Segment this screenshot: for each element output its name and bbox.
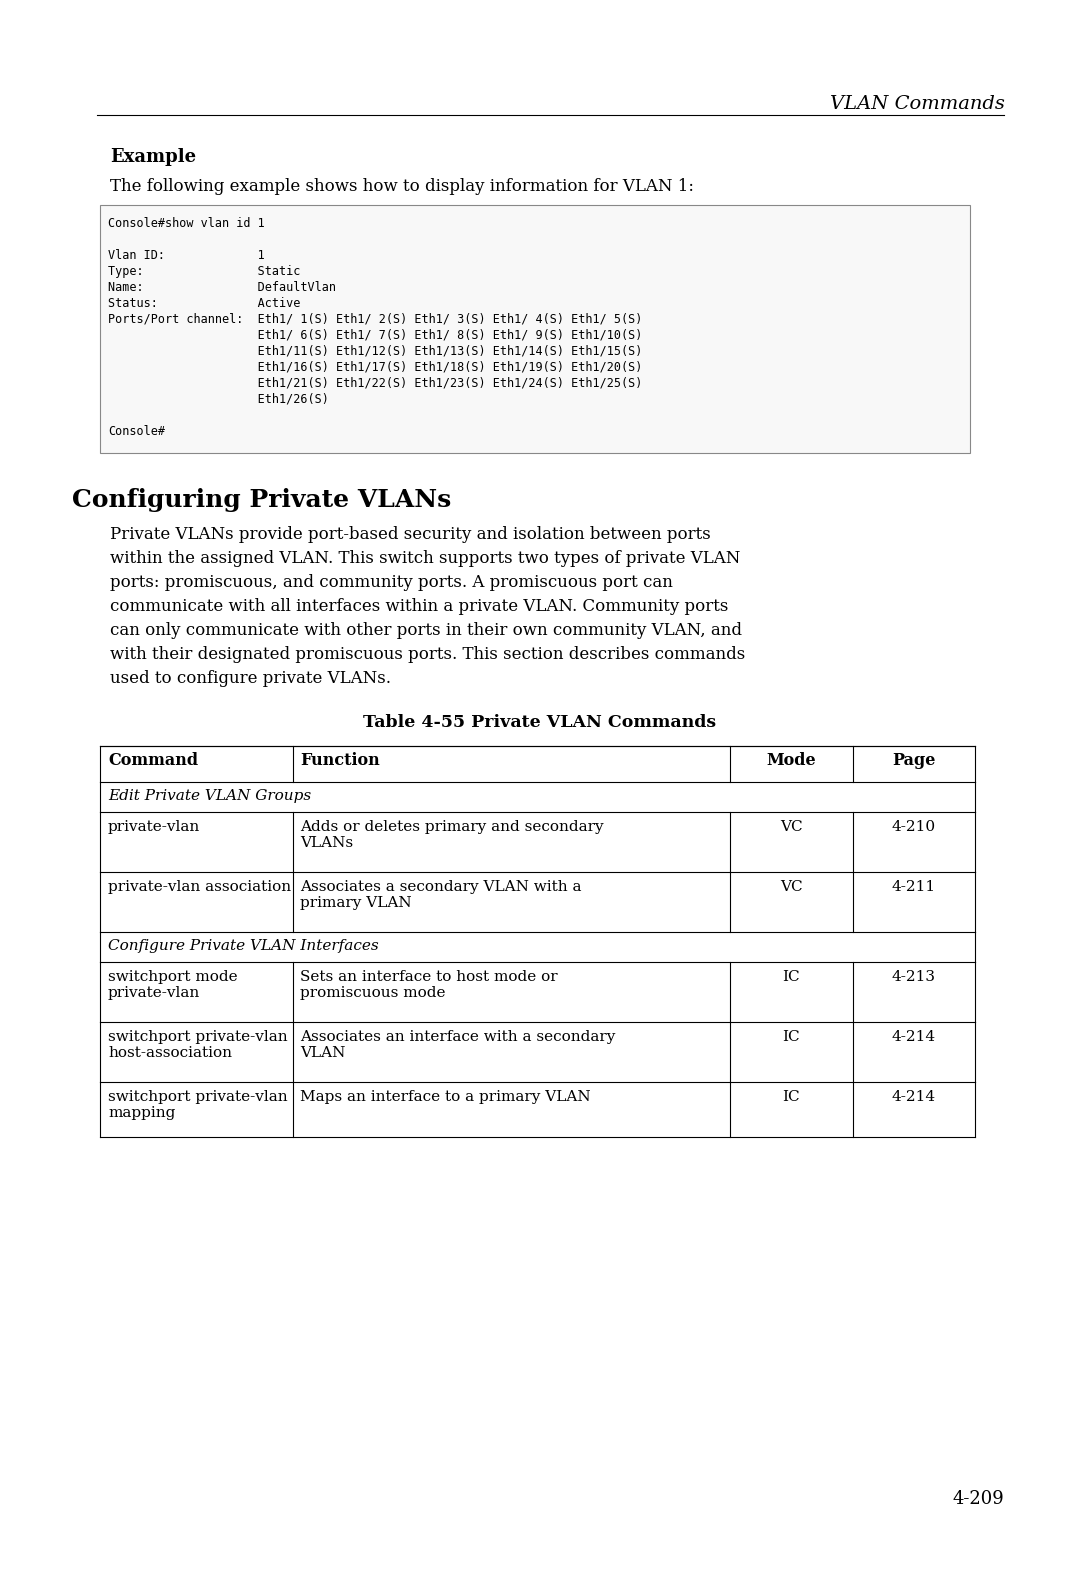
Text: Associates a secondary VLAN with a
primary VLAN: Associates a secondary VLAN with a prima… — [300, 881, 582, 911]
Text: Eth1/11(S) Eth1/12(S) Eth1/13(S) Eth1/14(S) Eth1/15(S): Eth1/11(S) Eth1/12(S) Eth1/13(S) Eth1/14… — [108, 345, 643, 358]
Text: VC: VC — [780, 881, 802, 893]
Text: private-vlan association: private-vlan association — [108, 881, 292, 893]
Text: Eth1/16(S) Eth1/17(S) Eth1/18(S) Eth1/19(S) Eth1/20(S): Eth1/16(S) Eth1/17(S) Eth1/18(S) Eth1/19… — [108, 361, 643, 374]
Text: VC: VC — [780, 820, 802, 834]
Text: used to configure private VLANs.: used to configure private VLANs. — [110, 670, 391, 688]
Text: with their designated promiscuous ports. This section describes commands: with their designated promiscuous ports.… — [110, 645, 745, 663]
Text: Ports/Port channel:  Eth1/ 1(S) Eth1/ 2(S) Eth1/ 3(S) Eth1/ 4(S) Eth1/ 5(S): Ports/Port channel: Eth1/ 1(S) Eth1/ 2(S… — [108, 312, 643, 327]
Text: Command: Command — [108, 752, 198, 769]
Text: Sets an interface to host mode or
promiscuous mode: Sets an interface to host mode or promis… — [300, 970, 558, 1000]
Text: VLAN Commands: VLAN Commands — [829, 96, 1004, 113]
Text: Console#show vlan id 1: Console#show vlan id 1 — [108, 217, 265, 229]
Text: Function: Function — [300, 752, 380, 769]
Text: Console#: Console# — [108, 425, 165, 438]
Text: switchport private-vlan
host-association: switchport private-vlan host-association — [108, 1030, 287, 1060]
FancyBboxPatch shape — [100, 206, 970, 454]
Text: Type:                Static: Type: Static — [108, 265, 300, 278]
Text: Configure Private VLAN Interfaces: Configure Private VLAN Interfaces — [108, 939, 379, 953]
Text: IC: IC — [782, 970, 800, 984]
Text: Eth1/26(S): Eth1/26(S) — [108, 392, 329, 407]
Text: Mode: Mode — [767, 752, 816, 769]
Text: can only communicate with other ports in their own community VLAN, and: can only communicate with other ports in… — [110, 622, 742, 639]
Text: The following example shows how to display information for VLAN 1:: The following example shows how to displ… — [110, 177, 694, 195]
Text: 4-211: 4-211 — [892, 881, 935, 893]
Text: Eth1/21(S) Eth1/22(S) Eth1/23(S) Eth1/24(S) Eth1/25(S): Eth1/21(S) Eth1/22(S) Eth1/23(S) Eth1/24… — [108, 377, 643, 389]
Text: Configuring Private VLANs: Configuring Private VLANs — [72, 488, 451, 512]
Text: 4-214: 4-214 — [892, 1090, 935, 1104]
Text: Eth1/ 6(S) Eth1/ 7(S) Eth1/ 8(S) Eth1/ 9(S) Eth1/10(S): Eth1/ 6(S) Eth1/ 7(S) Eth1/ 8(S) Eth1/ 9… — [108, 330, 643, 342]
Text: 4-213: 4-213 — [892, 970, 935, 984]
Text: IC: IC — [782, 1090, 800, 1104]
Text: Status:              Active: Status: Active — [108, 297, 300, 309]
Text: ports: promiscuous, and community ports. A promiscuous port can: ports: promiscuous, and community ports.… — [110, 575, 673, 590]
Text: 4-210: 4-210 — [892, 820, 935, 834]
Text: 4-214: 4-214 — [892, 1030, 935, 1044]
Text: communicate with all interfaces within a private VLAN. Community ports: communicate with all interfaces within a… — [110, 598, 728, 615]
Text: Name:                DefaultVlan: Name: DefaultVlan — [108, 281, 336, 294]
Text: Page: Page — [892, 752, 935, 769]
Text: Maps an interface to a primary VLAN: Maps an interface to a primary VLAN — [300, 1090, 591, 1104]
Text: Vlan ID:             1: Vlan ID: 1 — [108, 250, 265, 262]
Text: switchport private-vlan
mapping: switchport private-vlan mapping — [108, 1090, 287, 1121]
Text: IC: IC — [782, 1030, 800, 1044]
Text: Associates an interface with a secondary
VLAN: Associates an interface with a secondary… — [300, 1030, 616, 1060]
Text: Table 4-55 Private VLAN Commands: Table 4-55 Private VLAN Commands — [364, 714, 716, 732]
Text: 4-209: 4-209 — [953, 1490, 1004, 1509]
Text: Example: Example — [110, 148, 197, 166]
Text: switchport mode
private-vlan: switchport mode private-vlan — [108, 970, 238, 1000]
Text: Private VLANs provide port-based security and isolation between ports: Private VLANs provide port-based securit… — [110, 526, 711, 543]
Text: Adds or deletes primary and secondary
VLANs: Adds or deletes primary and secondary VL… — [300, 820, 604, 851]
Text: Edit Private VLAN Groups: Edit Private VLAN Groups — [108, 790, 311, 802]
Text: within the assigned VLAN. This switch supports two types of private VLAN: within the assigned VLAN. This switch su… — [110, 550, 741, 567]
Text: private-vlan: private-vlan — [108, 820, 200, 834]
